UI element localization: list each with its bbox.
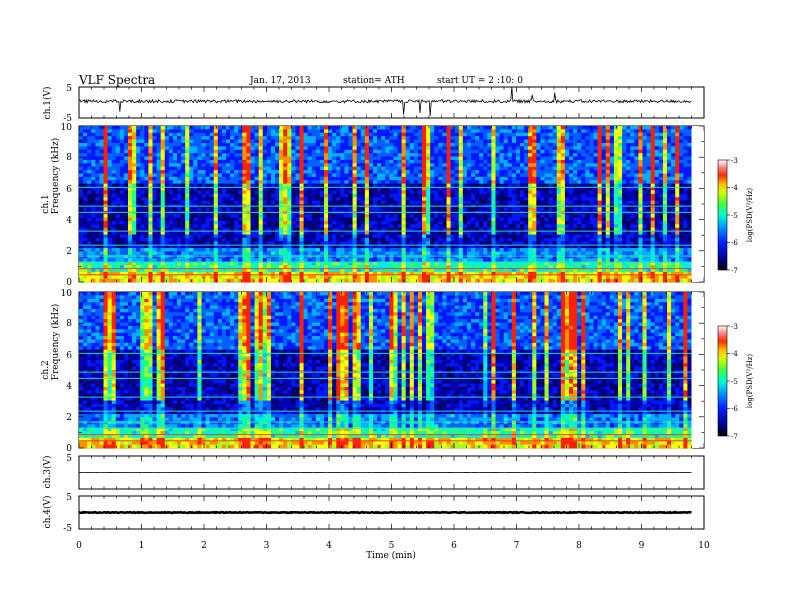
- ch1-spec-ytick-8: 8: [66, 153, 72, 163]
- figure-title: VLF Spectra: [78, 73, 155, 87]
- xtick-10: 10: [698, 541, 710, 551]
- ch3-ytick-5: 5: [66, 454, 72, 464]
- ch1-waveform-trace: [78, 87, 692, 116]
- xtick-7: 7: [514, 541, 520, 551]
- ch4-waveform-ylabel: ch.4(V): [42, 496, 53, 529]
- ch1-spec-ytick-4: 4: [66, 216, 72, 226]
- ch1-spectrogram-ylabel-channel: ch.1: [41, 194, 51, 213]
- ch1-spec-ytick-0: 0: [66, 278, 72, 288]
- ch1-colorbar-tick-neg6: -6: [731, 239, 738, 247]
- xtick-4: 4: [326, 541, 332, 551]
- ch1-colorbar-tick-neg3: -3: [731, 157, 738, 165]
- ch4-ytick-5: 5: [66, 493, 72, 503]
- ch4-ytick-neg5: -5: [63, 524, 72, 534]
- ch2-spec-ytick-4: 4: [66, 382, 72, 392]
- xtick-3: 3: [264, 541, 270, 551]
- xtick-5: 5: [389, 541, 395, 551]
- ch4-waveform-trace: [78, 510, 692, 515]
- ch1-spec-ytick-10: 10: [61, 123, 73, 133]
- ch1-spectrogram-ylabel-frequency: Frequency (kHz): [50, 138, 61, 215]
- header-date: Jan. 17, 2013: [249, 76, 311, 86]
- xtick-1: 1: [139, 541, 145, 551]
- ch2-spectrogram-ylabel-frequency: Frequency (kHz): [50, 304, 61, 381]
- ch1-colorbar-tick-neg7: -7: [731, 267, 738, 275]
- xtick-8: 8: [576, 541, 582, 551]
- ch1-colorbar: [717, 159, 728, 271]
- header-station: station= ATH: [343, 76, 405, 86]
- ch1-ytick-5: 5: [66, 84, 72, 94]
- ch1-waveform-ylabel: ch.1(V): [42, 87, 53, 120]
- xtick-9: 9: [639, 541, 645, 551]
- ch1-spectrogram-image: [79, 126, 704, 283]
- ch1-colorbar-tick-neg5: -5: [731, 212, 738, 220]
- ch1-ytick-neg5: -5: [63, 114, 72, 124]
- ch2-spectrogram-image: [79, 292, 704, 449]
- ch3-waveform-ylabel: ch.3(V): [42, 456, 53, 489]
- ch2-spec-ytick-0: 0: [66, 444, 72, 454]
- ch2-colorbar-tick-neg5: -5: [731, 378, 738, 386]
- xtick-6: 6: [451, 541, 457, 551]
- ch2-spec-ytick-8: 8: [66, 319, 72, 329]
- ch2-colorbar: [717, 325, 728, 437]
- ch2-colorbar-tick-neg4: -4: [731, 350, 738, 358]
- axis-tick-marks: [78, 87, 705, 529]
- ch2-spectrogram-ylabel-channel: ch.2: [41, 360, 51, 379]
- ch2-colorbar-tick-neg6: -6: [731, 405, 738, 413]
- ch2-spec-ytick-2: 2: [66, 413, 72, 423]
- ch1-colorbar-label: log(PSD(V²/Hz): [746, 188, 754, 243]
- header-start-ut: start UT = 2 :10: 0: [437, 76, 523, 86]
- ch2-spec-ytick-10: 10: [61, 289, 73, 299]
- xtick-2: 2: [201, 541, 207, 551]
- ch1-spec-ytick-2: 2: [66, 247, 72, 257]
- ch1-spec-ytick-6: 6: [66, 185, 72, 195]
- ch2-colorbar-label: log(PSD(V²/Hz): [746, 354, 754, 409]
- ch2-colorbar-tick-neg7: -7: [731, 433, 738, 441]
- x-axis-label: Time (min): [366, 550, 416, 561]
- ch2-colorbar-tick-neg3: -3: [731, 323, 738, 331]
- ch1-colorbar-tick-neg4: -4: [731, 184, 738, 192]
- xtick-0: 0: [76, 541, 82, 551]
- ch2-spec-ytick-6: 6: [66, 351, 72, 361]
